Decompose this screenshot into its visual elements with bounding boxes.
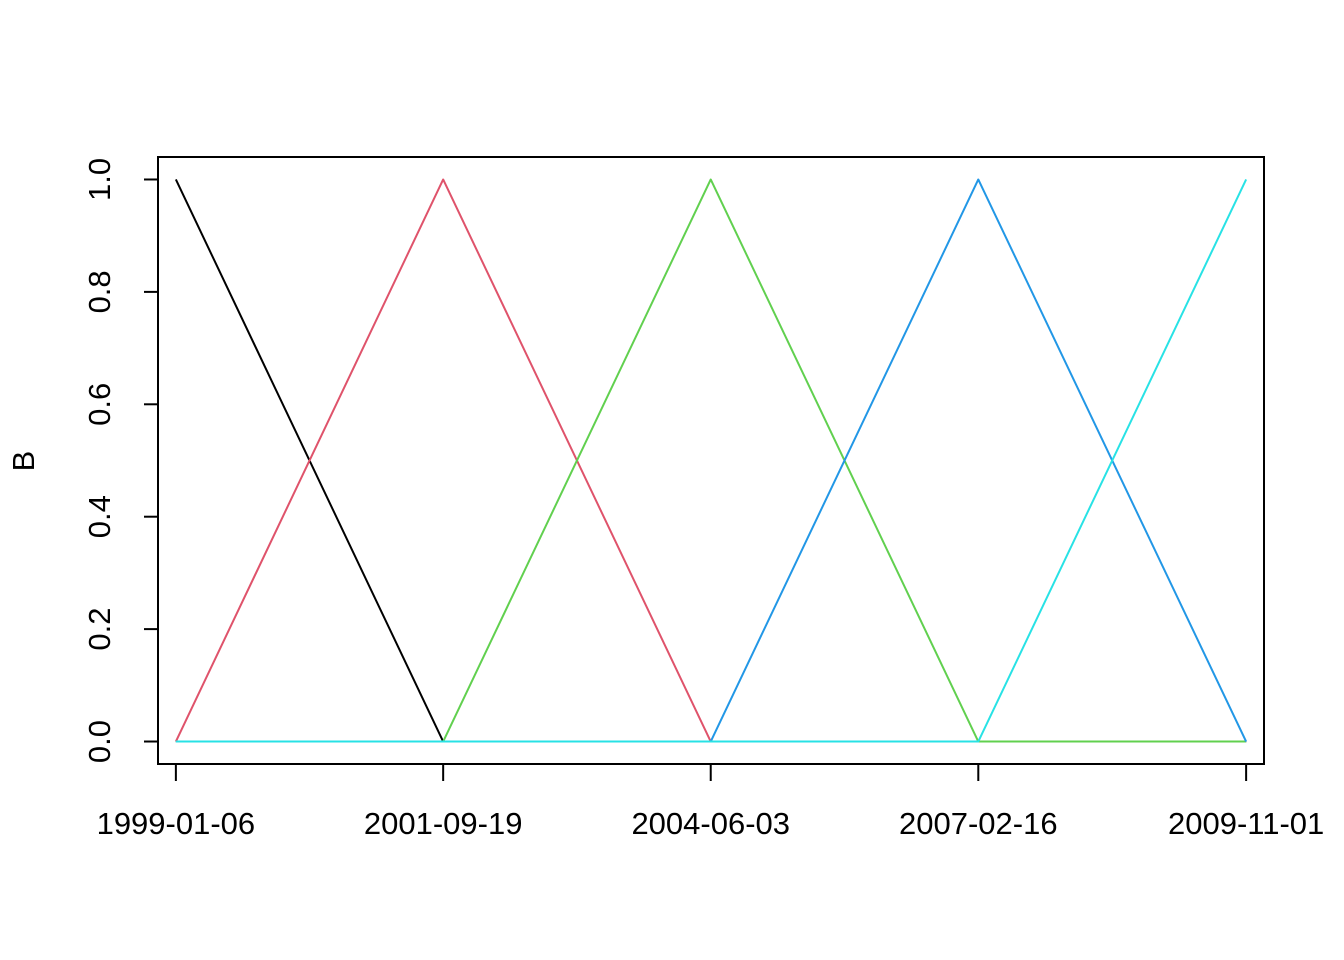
x-axis: 1999-01-06 2001-09-19 2004-06-03 2007-02-16…: [97, 763, 1324, 841]
series-layer: [174, 178, 1248, 743]
x-tick-label: 2009-11-01: [1168, 806, 1324, 841]
y-tick-label: 0.0: [82, 720, 117, 763]
y-tick-label: 0.2: [82, 608, 117, 651]
series-line-4: [175, 178, 1248, 743]
series-line-1: [174, 179, 1247, 743]
y-axis-title: B: [6, 451, 41, 472]
x-tick-label: 2007-02-16: [899, 806, 1058, 841]
series-line-5: [175, 179, 1248, 743]
y-tick-label: 0.8: [82, 270, 117, 313]
x-tick-label: 1999-01-06: [97, 806, 256, 841]
series-line-2: [174, 178, 1247, 743]
x-tick-label: 2004-06-03: [631, 806, 790, 841]
x-tick-label: 2001-09-19: [364, 806, 523, 841]
y-tick-label: 0.6: [82, 383, 117, 426]
plot-box: [157, 156, 1265, 765]
y-tick-label: 0.4: [82, 495, 117, 538]
series-line-3: [175, 178, 1247, 743]
y-tick-label: 1.0: [82, 158, 117, 201]
y-axis: 0.0 0.2 0.4 0.6 0.8 1.0: [82, 158, 159, 763]
